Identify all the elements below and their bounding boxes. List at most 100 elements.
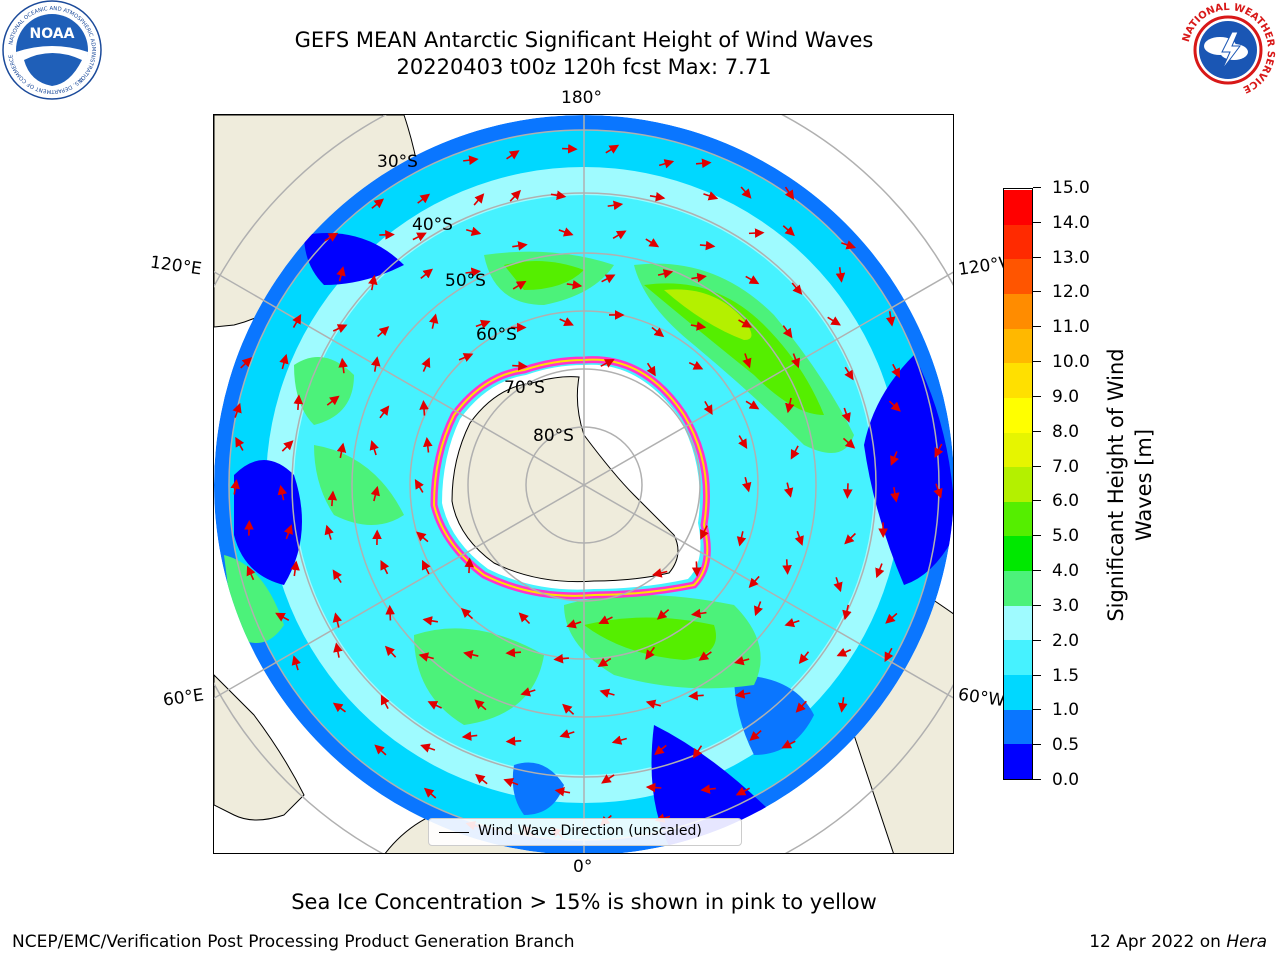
wave-arrow — [290, 560, 300, 577]
wave-arrow — [656, 608, 670, 620]
wave-arrow — [795, 700, 807, 713]
wave-arrow — [645, 699, 661, 709]
wave-arrow — [890, 487, 900, 503]
wave-arrow — [599, 688, 615, 698]
wave-arrow — [740, 186, 752, 199]
colorbar-tick — [1033, 535, 1041, 537]
wave-arrow — [369, 440, 379, 456]
wave-arrow — [645, 646, 656, 660]
colorbar-tick-label: 6.0 — [1052, 491, 1080, 512]
wave-arrow — [475, 319, 491, 329]
wave-arrow — [385, 604, 395, 621]
footer-date: 12 Apr 2022 on Hera — [1089, 932, 1267, 952]
wave-arrow — [692, 745, 703, 759]
colorbar-tick-label: 0.5 — [1052, 735, 1080, 756]
wave-arrow — [652, 568, 668, 578]
wave-arrow — [782, 559, 792, 575]
colorbar-tick-label: 8.0 — [1052, 421, 1080, 442]
wave-arrow — [835, 267, 846, 283]
wave-arrow — [506, 150, 520, 160]
colorbar-tick — [1033, 256, 1041, 258]
wave-arrow — [380, 559, 390, 575]
wave-arrow — [333, 642, 343, 658]
wave-arrow — [324, 524, 334, 540]
wave-arrow — [553, 653, 570, 664]
wave-arrow — [888, 400, 901, 412]
wave-arrow — [473, 193, 485, 206]
wave-arrow — [690, 321, 707, 331]
colorbar-tick-label: 2.0 — [1052, 630, 1080, 651]
wave-arrow — [475, 773, 488, 785]
wave-arrow — [379, 405, 390, 419]
wave-arrow — [463, 155, 479, 165]
wave-arrow — [423, 437, 433, 453]
colorbar-tick-label: 10.0 — [1052, 352, 1090, 373]
wave-arrow — [601, 774, 615, 784]
wave-arrow — [240, 357, 253, 369]
wave-arrow — [458, 353, 474, 362]
wave-arrow — [657, 269, 674, 279]
wave-arrow — [277, 484, 288, 501]
wave-arrow — [842, 483, 853, 499]
colorbar-title: Significant Height of Wind Waves [m] — [1102, 325, 1158, 645]
wave-arrow — [420, 268, 433, 279]
colorbar-tick-label: 1.0 — [1052, 700, 1080, 721]
wave-arrow — [745, 275, 760, 285]
colorbar-tick — [1033, 187, 1041, 188]
wave-arrow — [798, 651, 810, 665]
wave-arrow — [291, 655, 301, 671]
colorbar-segment — [1004, 501, 1032, 537]
wave-arrow — [559, 729, 575, 739]
lat-label-50s: 50°S — [445, 271, 486, 291]
wave-arrow — [784, 618, 800, 628]
wave-arrow — [782, 325, 793, 339]
wave-arrow — [690, 608, 707, 619]
wave-arrow — [597, 657, 612, 668]
wave-arrow — [520, 687, 536, 697]
wave-arrow — [332, 569, 342, 583]
wave-arrow — [844, 366, 854, 381]
wave-arrow — [885, 311, 896, 327]
colorbar-tick-label: 11.0 — [1052, 317, 1090, 338]
wave-arrow — [790, 445, 800, 460]
wave-arrow — [735, 786, 751, 796]
wave-arrow — [371, 356, 381, 372]
wave-arrow — [651, 326, 665, 338]
wave-arrow — [336, 442, 347, 459]
wave-arrow — [332, 612, 343, 628]
wave-arrow — [232, 402, 242, 418]
colorbar-tick-label: 4.0 — [1052, 561, 1080, 582]
colorbar-tick-label: 1.5 — [1052, 665, 1080, 686]
wave-arrow — [791, 353, 801, 369]
wave-arrow — [827, 316, 841, 326]
legend-label: Wind Wave Direction (unscaled) — [478, 823, 702, 839]
wave-arrow — [550, 190, 567, 200]
wave-arrow — [512, 361, 528, 371]
wave-arrow — [246, 565, 256, 581]
colorbar-segment — [1004, 432, 1032, 468]
wave-arrow — [474, 699, 487, 711]
colorbar — [1003, 188, 1033, 780]
wave-arrow — [368, 274, 378, 291]
wave-arrow — [891, 363, 900, 379]
wave-arrow — [885, 612, 898, 624]
wave-arrow — [377, 326, 390, 338]
wave-arrow — [275, 612, 290, 622]
lat-label-60s: 60°S — [476, 325, 517, 345]
wave-arrow — [699, 240, 716, 251]
wave-arrow — [748, 228, 765, 238]
wave-arrow — [742, 477, 752, 493]
wave-arrow — [785, 397, 795, 414]
wave-arrow — [380, 694, 390, 709]
footer-credit: NCEP/EMC/Verification Post Processing Pr… — [12, 932, 575, 952]
wave-arrow — [841, 407, 851, 423]
legend-line-sample — [439, 832, 469, 833]
wave-arrow — [688, 360, 704, 370]
wave-arrow — [734, 655, 750, 666]
wave-arrow — [734, 689, 751, 699]
wave-arrow — [327, 490, 338, 507]
wave-arrow — [658, 159, 675, 169]
wave-arrow — [463, 650, 479, 660]
lat-label-40s: 40°S — [412, 215, 453, 235]
colorbar-title-line2: Waves [m] — [1132, 428, 1156, 542]
